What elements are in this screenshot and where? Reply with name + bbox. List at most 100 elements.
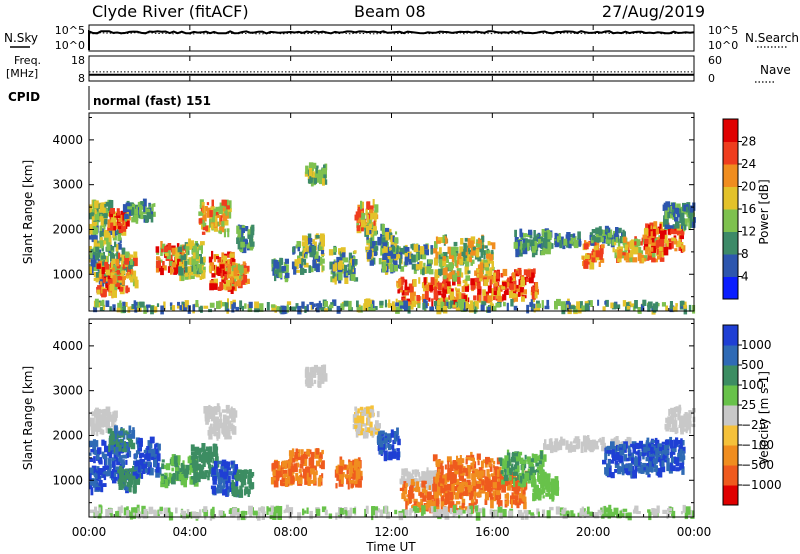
data-cell xyxy=(122,226,127,232)
data-cell xyxy=(98,457,103,464)
data-cell xyxy=(419,261,423,269)
data-cell xyxy=(146,453,151,462)
data-cell xyxy=(221,224,225,233)
data-cell xyxy=(506,452,511,461)
data-cell xyxy=(465,275,471,281)
data-cell xyxy=(491,249,494,255)
data-cell xyxy=(660,251,665,258)
data-cell xyxy=(454,252,457,261)
data-cell xyxy=(524,472,530,480)
data-cell xyxy=(91,411,96,417)
data-cell xyxy=(521,276,525,283)
data-cell xyxy=(190,245,194,249)
data-cell xyxy=(396,451,400,461)
data-cell xyxy=(379,430,385,435)
data-cell xyxy=(273,260,278,268)
data-cell xyxy=(156,462,160,470)
data-cell xyxy=(273,480,279,488)
data-cell xyxy=(537,494,540,498)
data-cell xyxy=(102,288,107,297)
data-cell xyxy=(500,273,504,278)
data-cell xyxy=(318,175,323,185)
data-cell xyxy=(328,249,334,256)
data-cell xyxy=(202,461,206,467)
data-cell xyxy=(164,472,168,478)
data-cell xyxy=(357,416,361,422)
data-cell xyxy=(171,269,175,273)
data-cell xyxy=(223,228,226,238)
data-cell xyxy=(223,282,228,290)
data-cell xyxy=(460,293,466,300)
data-cell xyxy=(518,498,521,506)
data-cell xyxy=(107,275,111,280)
data-cell xyxy=(357,423,362,433)
data-cell xyxy=(132,486,137,493)
data-cell xyxy=(444,464,447,470)
data-cell xyxy=(577,304,582,314)
data-cell xyxy=(125,202,131,209)
data-cell xyxy=(243,469,249,474)
data-cell xyxy=(302,474,308,478)
data-cell xyxy=(221,462,225,468)
data-cell xyxy=(568,302,571,310)
data-cell xyxy=(475,242,481,248)
data-cell xyxy=(652,463,657,469)
data-cell xyxy=(181,465,185,469)
data-cell xyxy=(129,254,134,258)
data-cell xyxy=(423,244,428,250)
data-cell xyxy=(128,484,132,492)
data-cell xyxy=(470,261,473,266)
data-cell xyxy=(128,425,132,434)
data-cell xyxy=(216,256,220,260)
data-cell xyxy=(206,225,211,233)
data-cell xyxy=(451,270,455,275)
data-cell xyxy=(436,474,440,479)
data-cell xyxy=(221,207,226,216)
data-cell xyxy=(195,243,199,247)
data-cell xyxy=(628,463,633,472)
data-cell xyxy=(534,282,539,291)
data-cell xyxy=(465,482,468,490)
data-cell xyxy=(455,307,461,312)
data-cell xyxy=(320,460,325,470)
data-cell xyxy=(487,276,492,280)
data-cell xyxy=(472,478,476,485)
data-cell xyxy=(233,267,238,277)
data-cell xyxy=(392,439,396,444)
data-cell xyxy=(234,486,239,495)
data-cell xyxy=(648,458,653,467)
data-cell xyxy=(379,449,383,455)
data-cell xyxy=(327,306,332,312)
data-cell xyxy=(96,252,102,258)
data-cell xyxy=(474,300,479,309)
data-cell xyxy=(462,302,466,307)
data-cell xyxy=(229,411,234,419)
data-cell xyxy=(146,211,151,220)
data-cell xyxy=(504,455,509,461)
data-cell xyxy=(288,470,293,477)
data-cell xyxy=(634,241,638,246)
data-cell xyxy=(217,257,222,263)
data-cell xyxy=(644,241,649,250)
data-cell xyxy=(526,456,531,462)
data-cell xyxy=(403,300,408,310)
data-cell xyxy=(676,226,682,231)
data-cell xyxy=(107,277,112,285)
data-cell xyxy=(247,474,252,478)
data-cell xyxy=(653,468,659,472)
data-cell xyxy=(153,455,158,462)
data-cell xyxy=(226,417,230,425)
data-cell xyxy=(237,241,243,250)
data-cell xyxy=(544,439,547,444)
data-cell xyxy=(403,481,407,488)
data-cell xyxy=(607,232,613,238)
data-cell xyxy=(354,417,359,424)
data-cell xyxy=(464,237,469,242)
data-cell xyxy=(460,483,465,490)
data-cell xyxy=(96,427,99,437)
data-cell xyxy=(440,498,445,507)
data-cell xyxy=(689,205,694,213)
data-cell xyxy=(570,305,576,310)
data-cell xyxy=(487,254,492,264)
data-cell xyxy=(232,426,237,435)
